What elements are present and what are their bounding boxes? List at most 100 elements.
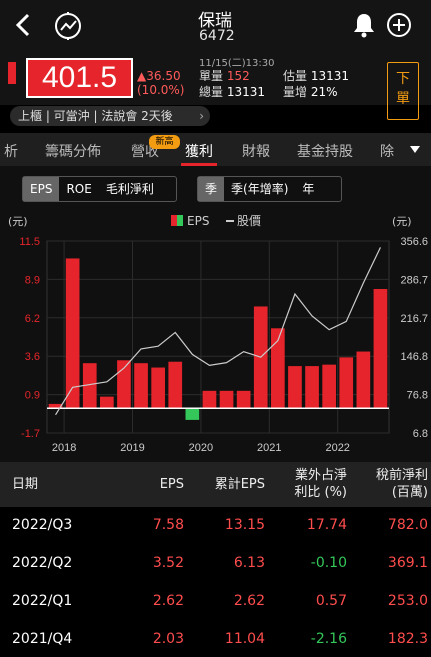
cell-pretax-income: 369.1 bbox=[387, 555, 428, 571]
cell-date: 2022/Q1 bbox=[12, 593, 73, 609]
estimated-volume-stat: 估量 13131 bbox=[283, 67, 349, 84]
volume-increase-value: 21% bbox=[310, 85, 338, 99]
eps-bar bbox=[48, 403, 63, 409]
tab-dividend[interactable]: 除 bbox=[380, 144, 394, 160]
eps-bar bbox=[151, 367, 165, 409]
y-tick-left: 3.6 bbox=[25, 351, 40, 363]
col-non-op-ratio: 業外占淨 利比 (%) bbox=[294, 468, 347, 500]
cell-date: 2022/Q2 bbox=[12, 555, 73, 571]
cell-cum-eps: 6.13 bbox=[233, 555, 265, 571]
tab-analysis[interactable]: 析 bbox=[4, 144, 18, 160]
cell-date: 2021/Q4 bbox=[12, 631, 73, 647]
quote-time: 11/15(二)13:30 bbox=[199, 58, 275, 69]
y-tick-right: 286.7 bbox=[400, 274, 428, 286]
place-order-button[interactable]: 下單 bbox=[387, 62, 419, 120]
period-quarter[interactable]: 季 bbox=[198, 177, 225, 201]
table-row[interactable]: 2021/Q4 2.03 11.04 -2.16 182.3 bbox=[0, 621, 431, 657]
eps-bar bbox=[202, 390, 217, 409]
cell-pretax-income: 782.0 bbox=[387, 517, 428, 533]
period-quarter-yoy[interactable]: 季(年增率) bbox=[231, 182, 289, 196]
cell-cum-eps: 2.62 bbox=[233, 593, 265, 609]
app-header: 保瑞 6472 bbox=[0, 0, 431, 50]
cell-pretax-income: 253.0 bbox=[387, 593, 428, 609]
legend-eps-swatch-green bbox=[177, 215, 183, 226]
y-tick-right: 216.7 bbox=[400, 313, 428, 325]
cell-eps: 7.58 bbox=[152, 517, 184, 533]
metric-eps[interactable]: EPS bbox=[23, 177, 60, 201]
tab-more-button[interactable] bbox=[400, 133, 431, 166]
volume-value: 152 bbox=[226, 69, 250, 83]
bell-icon[interactable] bbox=[352, 12, 376, 38]
eps-bar bbox=[322, 364, 336, 409]
table-header: 日期 EPS 累計EPS 業外占淨 利比 (%) 稅前淨利 (百萬) bbox=[0, 462, 431, 507]
y-tick-right: 146.8 bbox=[400, 351, 428, 363]
table-row[interactable]: 2022/Q1 2.62 2.62 0.57 253.0 bbox=[0, 583, 431, 622]
cell-eps: 2.03 bbox=[152, 631, 184, 647]
stock-info-pill[interactable]: 上櫃 | 可當沖 | 法說會 2天後 › bbox=[10, 106, 210, 126]
cell-eps: 3.52 bbox=[152, 555, 184, 571]
table-row[interactable]: 2022/Q3 7.58 13.15 17.74 782.0 bbox=[0, 507, 431, 546]
eps-bar bbox=[288, 366, 302, 409]
metric-margin[interactable]: 毛利淨利 bbox=[105, 182, 154, 196]
stock-info-text: 上櫃 | 可當沖 | 法說會 2天後 bbox=[18, 109, 173, 123]
y-tick-left: 0.9 bbox=[25, 390, 40, 402]
col-eps: EPS bbox=[159, 477, 184, 492]
col-date: 日期 bbox=[12, 477, 39, 492]
eps-bar bbox=[219, 390, 234, 409]
eps-bar bbox=[185, 408, 200, 420]
cell-non-op-ratio: -0.10 bbox=[310, 555, 347, 571]
y-tick-right: 356.6 bbox=[400, 236, 428, 248]
y-tick-left: 6.2 bbox=[25, 313, 40, 325]
x-tick-label: 2022 bbox=[325, 442, 349, 454]
tab-financials[interactable]: 財報 bbox=[242, 144, 270, 160]
eps-bar bbox=[117, 360, 131, 409]
total-volume-value: 13131 bbox=[226, 85, 266, 99]
col-pretax-income: 稅前淨利 (百萬) bbox=[375, 468, 428, 500]
eps-bar bbox=[356, 351, 371, 409]
volume-increase-label: 量增 bbox=[283, 85, 308, 99]
volume-increase-stat: 量增 21% bbox=[283, 83, 338, 100]
eps-bar bbox=[168, 361, 183, 409]
eps-bar bbox=[271, 328, 285, 409]
legend-eps-swatch-red bbox=[171, 215, 177, 226]
add-watchlist-icon[interactable] bbox=[386, 12, 412, 38]
cell-non-op-ratio: -2.16 bbox=[310, 631, 347, 647]
col-cum-eps: 累計EPS bbox=[214, 477, 265, 492]
quote-panel: 401.5 ▲36.50 (10.0%) 11/15(二)13:30 單量 15… bbox=[0, 50, 431, 120]
stock-code: 6472 bbox=[199, 28, 235, 44]
cell-date: 2022/Q3 bbox=[12, 517, 73, 533]
tab-chip-distribution[interactable]: 籌碼分佈 bbox=[45, 144, 101, 160]
metric-selector: EPS ROE 毛利淨利 bbox=[22, 176, 177, 202]
right-axis-unit: (元) bbox=[392, 215, 412, 228]
price-change: ▲36.50 (10.0%) bbox=[137, 69, 184, 97]
tab-profit[interactable]: 獲利 bbox=[185, 144, 213, 160]
legend-price-label: 股價 bbox=[237, 214, 261, 228]
back-arrow-icon[interactable] bbox=[10, 10, 36, 40]
price-trend-marker bbox=[8, 62, 16, 84]
volume-stat: 單量 152 bbox=[199, 67, 250, 84]
trend-compare-icon[interactable] bbox=[52, 10, 84, 42]
eps-bar bbox=[100, 396, 114, 409]
eps-bar bbox=[339, 357, 354, 409]
profit-content: EPS ROE 毛利淨利 季 季(年增率) 年 11.5 356.6 8.9 286.… bbox=[0, 166, 431, 462]
eps-chart: 11.5 356.6 8.9 286.7 6.2 216.7 3.6 146.8 0.9 76.8… bbox=[8, 214, 428, 454]
y-tick-right: 6.8 bbox=[413, 428, 428, 440]
stock-name: 保瑞 bbox=[198, 11, 232, 31]
cell-pretax-income: 182.3 bbox=[387, 631, 428, 647]
cell-non-op-ratio: 17.74 bbox=[306, 517, 347, 533]
eps-bar bbox=[373, 289, 388, 409]
x-tick-label: 2018 bbox=[52, 442, 76, 454]
x-tick-label: 2020 bbox=[189, 442, 213, 454]
period-year[interactable]: 年 bbox=[302, 182, 315, 196]
period-selector: 季 季(年增率) 年 bbox=[197, 176, 342, 202]
total-volume-stat: 總量 13131 bbox=[199, 83, 265, 100]
table-row[interactable]: 2022/Q2 3.52 6.13 -0.10 369.1 bbox=[0, 545, 431, 584]
chevron-down-icon bbox=[410, 146, 420, 153]
last-price: 401.5 bbox=[41, 61, 118, 94]
left-axis-unit: (元) bbox=[8, 215, 28, 228]
y-tick-left: 8.9 bbox=[25, 274, 40, 286]
tab-fund-holdings[interactable]: 基金持股 bbox=[297, 144, 353, 160]
total-volume-label: 總量 bbox=[199, 85, 224, 99]
metric-roe[interactable]: ROE bbox=[66, 182, 92, 196]
volume-label: 單量 bbox=[199, 69, 224, 83]
